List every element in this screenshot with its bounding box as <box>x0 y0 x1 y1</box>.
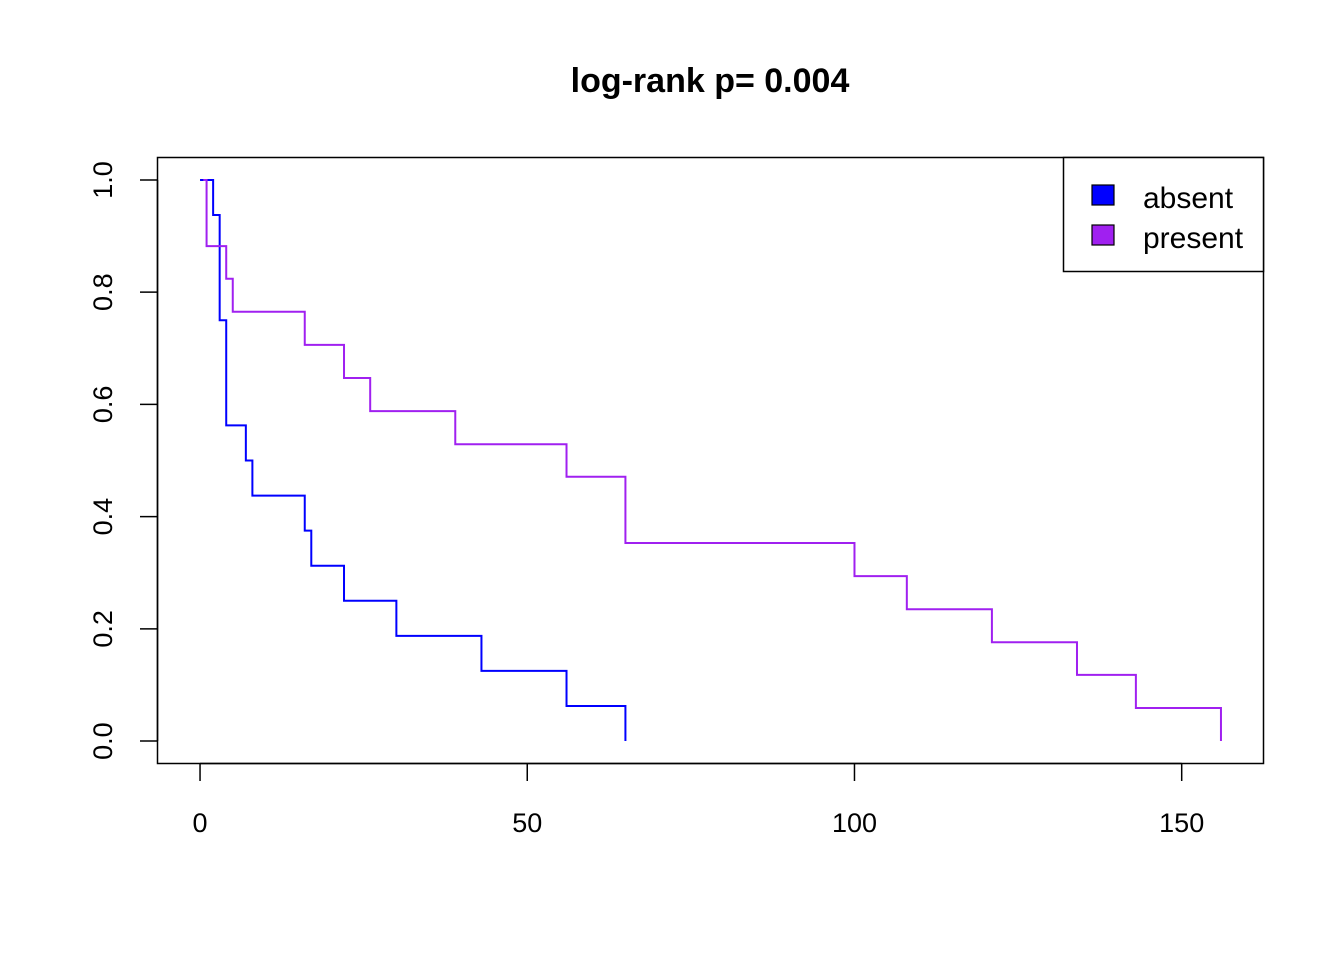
legend-swatch-present <box>1091 224 1115 246</box>
legend-label-present: present <box>1143 222 1244 255</box>
legend: absent present <box>1062 156 1265 273</box>
legend-swatch-absent <box>1091 184 1115 206</box>
legend-label-absent: absent <box>1143 182 1234 215</box>
y-tick-label: 0.6 <box>88 386 118 424</box>
legend-box <box>1062 156 1265 273</box>
y-tick-label: 1.0 <box>88 161 118 199</box>
series-layer <box>200 178 1222 742</box>
series-line-present <box>203 178 1222 742</box>
x-tick-label: 0 <box>193 808 208 838</box>
series-line-absent <box>200 178 627 742</box>
y-tick-label: 0.0 <box>88 722 118 760</box>
y-axis: 0.0 0.2 0.4 0.6 0.8 1.0 <box>88 161 159 760</box>
y-tick-label: 0.4 <box>88 498 118 536</box>
chart-title: log-rank p= 0.004 <box>571 62 850 100</box>
x-tick-label: 100 <box>832 808 877 838</box>
x-axis: 0 50 100 150 <box>193 762 1204 838</box>
x-tick-label: 150 <box>1159 808 1204 838</box>
x-tick-label: 50 <box>512 808 542 838</box>
y-tick-label: 0.2 <box>88 610 118 648</box>
y-tick-label: 0.8 <box>88 273 118 311</box>
